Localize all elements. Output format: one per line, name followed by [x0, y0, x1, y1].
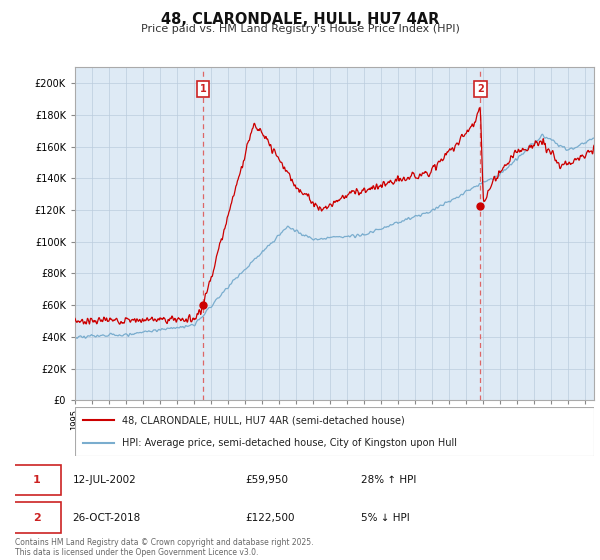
Text: 2: 2 — [33, 513, 41, 523]
FancyBboxPatch shape — [12, 465, 61, 496]
Text: HPI: Average price, semi-detached house, City of Kingston upon Hull: HPI: Average price, semi-detached house,… — [122, 438, 457, 448]
Text: 5% ↓ HPI: 5% ↓ HPI — [361, 513, 409, 523]
Text: £122,500: £122,500 — [245, 513, 295, 523]
Text: 48, CLARONDALE, HULL, HU7 4AR: 48, CLARONDALE, HULL, HU7 4AR — [161, 12, 439, 27]
Text: 12-JUL-2002: 12-JUL-2002 — [73, 475, 136, 485]
Text: Contains HM Land Registry data © Crown copyright and database right 2025.
This d: Contains HM Land Registry data © Crown c… — [15, 538, 314, 557]
FancyBboxPatch shape — [75, 407, 594, 456]
Text: 1: 1 — [200, 85, 206, 95]
Text: 48, CLARONDALE, HULL, HU7 4AR (semi-detached house): 48, CLARONDALE, HULL, HU7 4AR (semi-deta… — [122, 416, 404, 426]
Text: 28% ↑ HPI: 28% ↑ HPI — [361, 475, 416, 485]
Text: 2: 2 — [477, 85, 484, 95]
Text: Price paid vs. HM Land Registry's House Price Index (HPI): Price paid vs. HM Land Registry's House … — [140, 24, 460, 34]
FancyBboxPatch shape — [12, 502, 61, 533]
Text: £59,950: £59,950 — [245, 475, 289, 485]
Text: 26-OCT-2018: 26-OCT-2018 — [73, 513, 141, 523]
Text: 1: 1 — [33, 475, 41, 485]
